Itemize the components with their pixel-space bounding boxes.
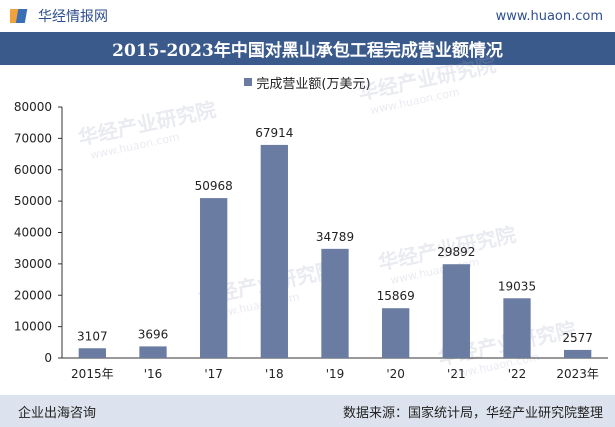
chart-title: 2015-2023年中国对黑山承包工程完成营业额情况 [112,41,503,61]
y-tick-label: 0 [44,351,52,365]
top-bar: 华经情报网 www.huaon.com [0,0,615,32]
x-tick-label: '16 [144,367,163,381]
legend-swatch [244,78,253,86]
bar-value-label: 2577 [562,331,593,345]
footer-source-text: 数据来源：国家统计局，华经产业研究院整理 [342,405,603,421]
y-tick-label: 50000 [14,194,52,208]
y-tick-label: 80000 [14,100,52,114]
bar [321,248,349,358]
site-url-link[interactable]: www.huaon.com [495,8,603,24]
y-tick-label: 10000 [14,320,52,334]
chart-legend: 完成营业额(万美元) [0,70,615,94]
bar-value-label: 3107 [77,329,108,343]
brand-logo-icon [10,9,28,23]
x-tick-label: '17 [204,367,223,381]
y-tick-label: 20000 [14,288,52,302]
bar [200,198,228,358]
footer-left-text: 企业出海咨询 [18,405,97,421]
x-tick-label: '20 [386,367,405,381]
bar-value-label: 34789 [316,230,354,244]
brand-name: 华经情报网 [38,9,108,25]
x-tick-label: '18 [265,367,284,381]
bar [139,346,167,358]
chart-title-bar: 2015-2023年中国对黑山承包工程完成营业额情况 [0,32,615,65]
bar [78,348,106,358]
bar-value-label: 3696 [138,327,169,341]
bar-value-label: 67914 [255,126,293,140]
x-tick-label: '19 [326,367,345,381]
x-tick-label: '21 [447,367,466,381]
bar-value-label: 50968 [195,179,233,193]
watermark-text: 华经产业研究院 [356,52,498,105]
y-tick-label: 30000 [14,257,52,271]
x-tick-label: 2015年 [71,367,114,381]
bar-value-label: 29892 [437,245,475,259]
bar-value-label: 15869 [377,289,415,303]
x-tick-label: '22 [508,367,527,381]
bar-value-label: 19035 [498,279,536,293]
watermark-url: www.huaon.com [89,130,181,162]
bar [382,308,410,358]
y-tick-label: 70000 [14,131,52,145]
bar [260,144,288,358]
watermark-text: 华经产业研究院 [76,97,218,150]
legend-label: 完成营业额(万美元) [256,76,371,92]
x-tick-label: 2023年 [556,367,599,381]
bar [503,298,531,358]
bar [564,349,592,358]
footer-bar: 企业出海咨询 数据来源：国家统计局，华经产业研究院整理 [0,395,615,427]
bar [442,264,470,358]
y-tick-label: 60000 [14,163,52,177]
y-tick-label: 40000 [14,226,52,240]
chart-bars: 3107 2015年 3696 '16 50968 '17 67914 '18 34789 '19… [71,126,599,381]
brand[interactable]: 华经情报网 [10,5,108,27]
watermark-url: www.huaon.com [369,85,461,117]
